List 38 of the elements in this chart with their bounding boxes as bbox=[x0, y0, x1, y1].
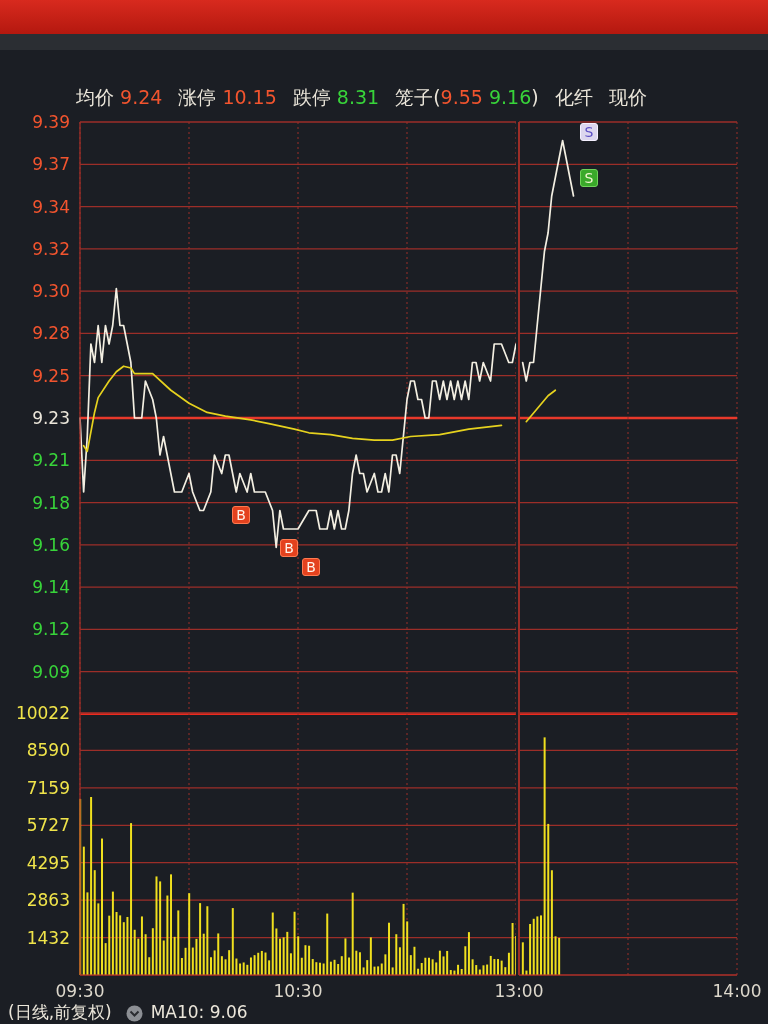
y-tick-label: 9.23 bbox=[32, 408, 70, 428]
y-tick-label: 9.28 bbox=[32, 323, 70, 344]
text: 现价 bbox=[608, 86, 647, 108]
y-tick-label: 4295 bbox=[26, 852, 70, 873]
x-tick-label: 14:00 bbox=[712, 981, 762, 1001]
x-tick-label: 13:00 bbox=[494, 981, 544, 1001]
y-tick-label: 1432 bbox=[26, 927, 70, 948]
annotation: S bbox=[580, 169, 598, 187]
text: 均价 9.24 bbox=[76, 86, 163, 108]
y-tick-label: 9.16 bbox=[32, 534, 70, 555]
text: 跌停 8.31 bbox=[292, 86, 380, 108]
x-tick-label: 09:30 bbox=[55, 981, 105, 1001]
y-tick-label: 9.12 bbox=[32, 619, 70, 640]
annotation: B bbox=[232, 506, 250, 524]
text: 笼子(9.55 9.16) bbox=[395, 86, 539, 108]
y-tick-label: 9.14 bbox=[32, 577, 70, 598]
y-tick-label: 8590 bbox=[26, 740, 70, 761]
annotation: S bbox=[580, 123, 598, 141]
y-tick-label: 9.21 bbox=[32, 450, 70, 471]
text: MA10: 9.06 bbox=[150, 1002, 248, 1022]
y-tick-label: 5727 bbox=[26, 815, 70, 836]
y-tick-label: 9.32 bbox=[32, 238, 70, 259]
y-tick-label: 9.18 bbox=[32, 492, 70, 513]
y-tick-label: 9.25 bbox=[32, 365, 70, 386]
x-tick-label: 10:30 bbox=[273, 981, 323, 1001]
y-tick-label: 9.30 bbox=[32, 281, 70, 302]
y-tick-label: 7159 bbox=[26, 777, 70, 798]
y-tick-label: 9.37 bbox=[32, 154, 70, 175]
y-tick-label: 9.34 bbox=[32, 196, 70, 217]
y-tick-label: 10022 bbox=[15, 703, 70, 723]
y-tick-label: 9.39 bbox=[32, 112, 70, 132]
y-tick-label: 2863 bbox=[26, 890, 70, 911]
y-tick-label: 9.09 bbox=[32, 661, 70, 682]
text: 化纤 bbox=[554, 86, 593, 108]
text: 涨停 10.15 bbox=[178, 86, 277, 108]
annotation: B bbox=[280, 539, 298, 557]
text: (日线,前复权) bbox=[8, 1002, 112, 1022]
annotation: B bbox=[302, 558, 320, 576]
